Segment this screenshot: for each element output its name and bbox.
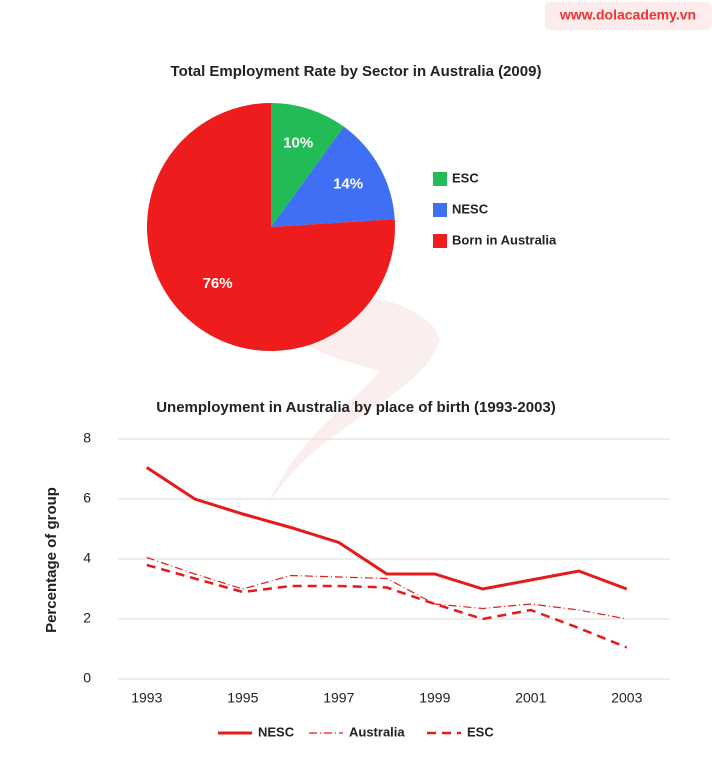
x-tick-label: 1995 [227,690,258,706]
x-tick-label: 1999 [419,690,450,706]
x-tick-label: 2003 [611,690,642,706]
y-axis-label: Percentage of group [43,487,60,633]
slice-label: 10% [283,134,313,151]
series-line [146,563,628,649]
y-tick-label: 4 [83,550,91,566]
series-line [146,556,627,620]
legend-swatch [433,172,447,186]
pie-slice [146,103,395,351]
watermark: www.dolacademy.vn [559,7,696,23]
x-tick-label: 2001 [515,690,546,706]
legend-label: ESC [452,170,479,185]
watermark-bg [545,2,712,30]
slice-label: 14% [333,176,363,193]
legend-label: NESC [258,724,295,739]
pie-title: Total Employment Rate by Sector in Austr… [171,63,542,80]
pie-slice [271,126,395,227]
legend-label: Born in Australia [452,232,557,247]
logo-shape [268,292,440,505]
legend-label: Australia [349,724,405,739]
legend-swatch [433,203,447,217]
series-line [145,466,628,591]
y-tick-label: 0 [83,670,91,686]
slice-label: 76% [203,275,233,292]
x-tick-label: 1993 [131,690,162,706]
y-tick-label: 6 [83,490,91,506]
y-tick-label: 2 [83,610,91,626]
line-title: Unemployment in Australia by place of bi… [156,399,556,416]
legend-label: NESC [452,201,489,216]
legend-label: ESC [467,724,494,739]
x-tick-label: 1997 [323,690,354,706]
legend-swatch [433,234,447,248]
pie-slice [271,103,344,227]
y-tick-label: 8 [83,430,91,446]
